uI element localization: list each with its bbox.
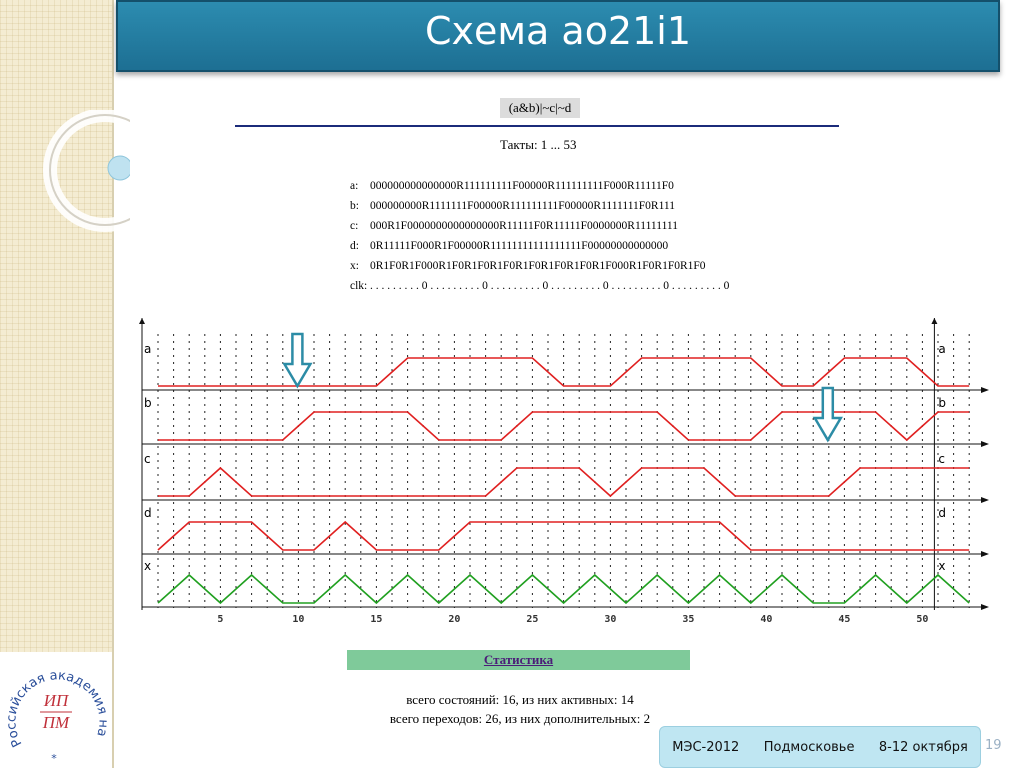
footer-event: МЭС-2012 [672,739,740,755]
x-tick-label: 10 [292,614,304,624]
logo-initials-bottom: ПМ [42,713,70,732]
sequence-label: a: [350,180,359,192]
band-divider [112,0,114,768]
sequence-value: . . . . . . . . . 0 . . . . . . . . . 0 … [370,280,730,292]
x-tick-label: 25 [526,614,538,624]
x-tick-label: 20 [448,614,460,624]
signal-d-line [157,520,970,551]
separator-rule [235,125,839,127]
x-tick-label: 50 [916,614,928,624]
statistics-header: Статистика [347,650,690,670]
sequence-label: x: [350,260,359,272]
signal-x-line [157,573,970,605]
signal-d-label-right: d [938,506,946,520]
sequence-row-b: b: 000000000R1111111F00000R111111111F0000… [350,198,675,214]
logo-star: * [51,752,57,765]
title-bar: Схема ao21i1 [116,0,1000,72]
signal-axis-arrow [981,497,989,503]
sequence-row-clk: clk:. . . . . . . . . 0 . . . . . . . . … [350,278,729,294]
signal-x-label: x [144,559,151,573]
decorative-rings [43,110,130,232]
slide-title: Схема ao21i1 [424,9,692,53]
stats-transitions: всего переходов: 26, из них дополнительн… [389,711,651,726]
sequence-value: 000000000000000R111111111F00000R11111111… [370,180,674,192]
sequence-row-x: x: 0R1F0R1F000R1F0R1F0R1F0R1F0R1F0R1F0R1F… [350,258,706,274]
decorative-dot [107,155,130,181]
signal-axis-arrow [981,387,989,393]
signal-axis-arrow [981,441,989,447]
signal-c-label: c [144,452,151,466]
timing-diagram: a a b b c c d d x x 5 10 15 20 25 30 35 40 45 50 [139,318,989,624]
x-tick-label: 15 [370,614,382,624]
x-tick-label: 35 [682,614,694,624]
x-tick-label: 30 [604,614,616,624]
sequence-row-d: d: 0R11111F000R1F00000R11111111111111111F… [350,238,668,254]
logo-initials-top: ИП [43,691,70,710]
footer-bar: МЭС-2012 Подмосковье 8-12 октября [659,726,981,768]
x-tick-label: 5 [217,614,223,624]
sequence-label: b: [350,200,359,212]
academy-logo: Российская академия наук ИП ПМ * [0,652,112,768]
left-decorative-band [0,0,112,768]
sequence-value: 0R1F0R1F000R1F0R1F0R1F0R1F0R1F0R1F0R1F00… [370,260,706,272]
stats-states: всего состояний: 16, из них активных: 14 [406,692,634,707]
ticks-label: Такты: 1 ... 53 [500,137,577,152]
boolean-expression: (a&b)|~c|~d [500,98,580,118]
annotation-arrow-down [812,386,843,443]
right-axis-arrow [931,318,938,324]
sequence-row-a: a: 000000000000000R111111111F00000R111111… [350,178,674,194]
left-axis-arrow [139,318,145,324]
sequence-value: 0R11111F000R1F00000R11111111111111111F00… [370,240,669,252]
sequence-value: 000000000R1111111F00000R111111111F00000R… [370,200,675,212]
signal-a-label-right: a [938,342,945,356]
signal-a-label: a [144,342,151,356]
signal-c-line [158,466,970,498]
signal-axis-arrow [981,604,989,610]
sequence-label: d: [350,240,359,252]
signal-d-label: d [144,506,152,520]
footer-place: Подмосковье [763,739,855,755]
sequence-value: 000R1F0000000000000000R11111F0R11111F000… [370,220,678,232]
signal-c-label-right: c [938,452,945,466]
signal-b-label-right: b [938,396,946,410]
signal-a-line [158,357,970,387]
sequence-label: c: [350,220,359,232]
signal-axis-arrow [981,551,989,557]
page-number: 19 [985,738,1002,753]
signal-b-label: b [144,396,152,410]
signal-x-label-right: x [938,559,945,573]
sequence-label: clk: [350,280,368,292]
sequence-row-c: c: 000R1F0000000000000000R11111F0R11111F0… [350,218,678,234]
annotation-arrow-down [282,332,313,389]
footer-dates: 8-12 октября [878,739,968,755]
x-tick-label: 40 [760,614,772,624]
x-tick-label: 45 [838,614,850,624]
